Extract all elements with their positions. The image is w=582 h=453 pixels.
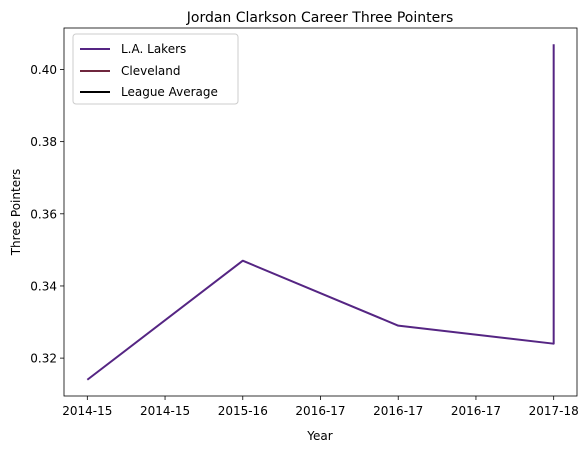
x-axis: 2014-15 2014-15 2015-16 2016-17 2016-17 2016-… xyxy=(62,396,579,418)
legend-label-cleveland: Cleveland xyxy=(121,64,181,78)
y-tick-label: 0.34 xyxy=(30,279,57,293)
legend-label-lakers: L.A. Lakers xyxy=(121,42,186,56)
chart-title: Jordan Clarkson Career Three Pointers xyxy=(186,10,454,26)
x-tick-label: 2016-17 xyxy=(451,404,501,418)
y-axis-label: Three Pointers xyxy=(9,169,23,257)
legend-frame xyxy=(72,33,239,105)
legend: L.A. Lakers Cleveland League Average xyxy=(72,33,239,105)
x-tick-label: 2014-15 xyxy=(62,404,112,418)
x-tick-label: 2015-16 xyxy=(218,404,268,418)
y-tick-label: 0.32 xyxy=(30,352,57,366)
series-line-0 xyxy=(86,44,555,381)
x-tick-label: 2016-17 xyxy=(295,404,345,418)
series-layer xyxy=(86,44,555,381)
x-tick-label: 2017-18 xyxy=(529,404,579,418)
y-tick-label: 0.38 xyxy=(30,135,57,149)
y-tick-label: 0.40 xyxy=(30,63,57,77)
x-axis-label: Year xyxy=(306,429,332,443)
y-tick-label: 0.36 xyxy=(30,207,57,221)
x-tick-label: 2014-15 xyxy=(140,404,190,418)
legend-label-league-average: League Average xyxy=(121,85,218,99)
y-axis: 0.32 0.34 0.36 0.38 0.40 xyxy=(30,63,64,366)
x-tick-label: 2016-17 xyxy=(373,404,423,418)
